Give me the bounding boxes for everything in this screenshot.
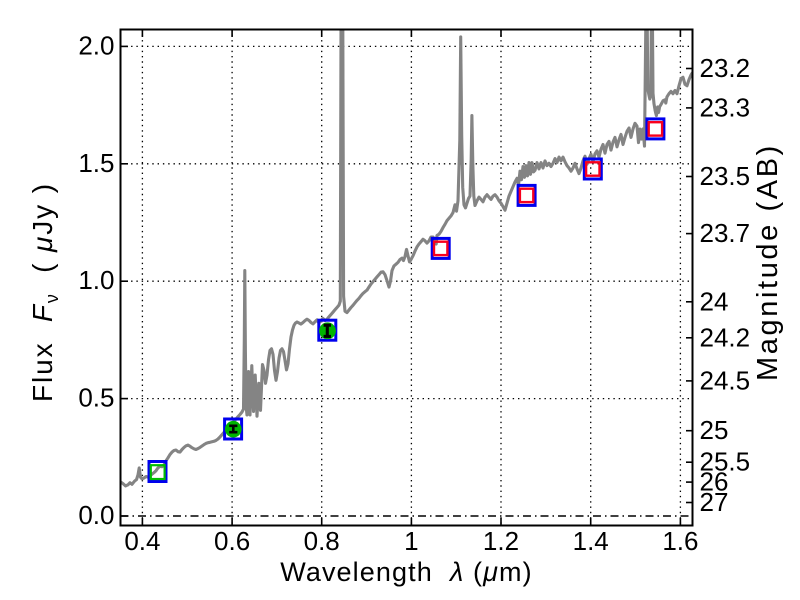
svg-text:24.2: 24.2 xyxy=(700,322,751,352)
svg-text:24.5: 24.5 xyxy=(700,365,751,395)
svg-text:24: 24 xyxy=(700,286,729,316)
svg-text:Magnitude (AB): Magnitude (AB) xyxy=(752,143,784,381)
svg-text:Wavelength λ (μm): Wavelength λ (μm) xyxy=(280,557,532,587)
svg-text:23.2: 23.2 xyxy=(700,53,751,83)
svg-text:0.8: 0.8 xyxy=(304,526,340,556)
svg-text:0.6: 0.6 xyxy=(214,526,250,556)
svg-text:0.5: 0.5 xyxy=(78,383,114,413)
svg-text:0.4: 0.4 xyxy=(124,526,160,556)
svg-text:27: 27 xyxy=(700,487,729,517)
svg-text:23.3: 23.3 xyxy=(700,92,751,122)
svg-text:1.0: 1.0 xyxy=(78,265,114,295)
svg-text:0.0: 0.0 xyxy=(78,500,114,530)
svg-text:1.2: 1.2 xyxy=(483,526,519,556)
svg-text:1: 1 xyxy=(404,526,418,556)
svg-text:1.5: 1.5 xyxy=(78,148,114,178)
svg-text:1.4: 1.4 xyxy=(573,526,609,556)
svg-text:25: 25 xyxy=(700,415,729,445)
svg-text:23.5: 23.5 xyxy=(700,161,751,191)
svg-text:2.0: 2.0 xyxy=(78,30,114,60)
svg-text:23.7: 23.7 xyxy=(700,218,751,248)
svg-text:26: 26 xyxy=(700,467,729,497)
svg-text:1.6: 1.6 xyxy=(662,526,698,556)
svg-text:Flux Fν ( μJy ): Flux Fν ( μJy ) xyxy=(27,182,62,402)
svg-text:25.5: 25.5 xyxy=(700,447,751,477)
